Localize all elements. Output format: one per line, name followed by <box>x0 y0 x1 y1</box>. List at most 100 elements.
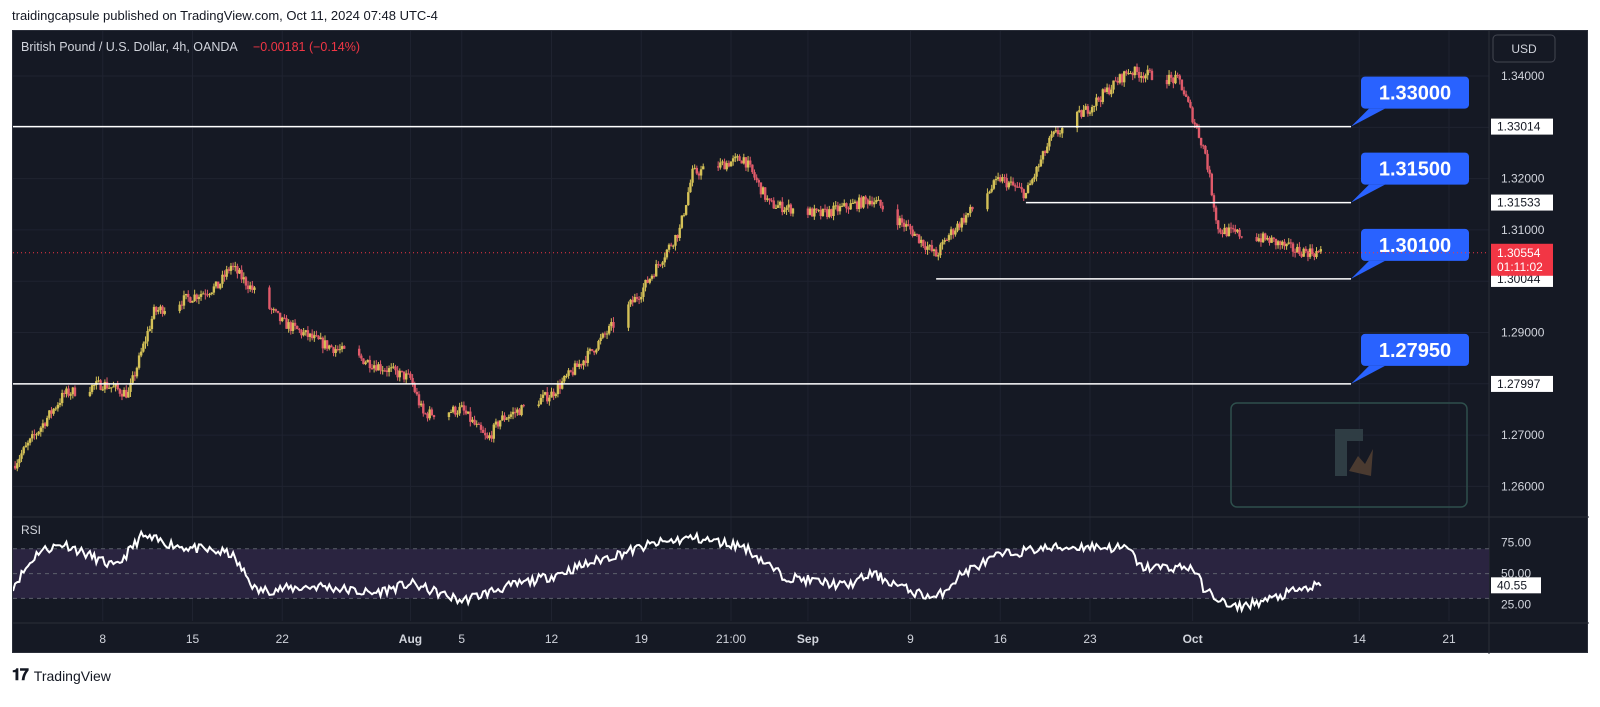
candle-body <box>669 244 673 246</box>
candle-body <box>1135 66 1139 72</box>
time-tick-label: 21:00 <box>716 632 746 646</box>
candle-body <box>407 373 410 375</box>
candle-body <box>1281 241 1284 246</box>
candle-body <box>665 249 669 258</box>
candle-body <box>1026 185 1030 193</box>
candle-body <box>214 281 218 287</box>
candle-body <box>246 285 250 290</box>
candle-body <box>505 418 508 420</box>
candle-body <box>1131 73 1134 76</box>
candle-body <box>332 347 335 354</box>
candle-body <box>392 366 395 368</box>
candle-body <box>930 245 934 252</box>
candle-body <box>1311 248 1314 255</box>
level-callout[interactable] <box>1361 333 1469 366</box>
candle-body <box>1028 183 1032 186</box>
candle-body <box>148 329 151 331</box>
candle-body <box>1259 238 1263 243</box>
candle-body <box>58 403 62 405</box>
candle-body <box>1033 176 1036 180</box>
candle-body <box>69 394 72 396</box>
candle-body <box>560 381 564 389</box>
candle-body <box>144 341 147 344</box>
candle-body <box>924 246 927 250</box>
candle-body <box>588 349 592 351</box>
candle-body <box>142 343 145 352</box>
candle-body <box>834 205 837 207</box>
candle-body <box>1210 173 1214 196</box>
candle-body <box>996 177 1000 180</box>
candle-body <box>1112 80 1115 90</box>
candle-body <box>20 453 23 459</box>
candle-body <box>725 163 728 170</box>
candle-body <box>1018 186 1021 188</box>
candle-body <box>219 283 222 289</box>
candle-body <box>1257 238 1261 242</box>
currency-button[interactable] <box>1492 34 1556 63</box>
candle-body <box>1142 75 1145 79</box>
candle-body <box>851 202 855 204</box>
candle-body <box>1293 251 1297 253</box>
candle-body <box>63 392 66 394</box>
candle-body <box>65 388 68 394</box>
candle-body <box>941 241 944 245</box>
candle-body <box>464 410 468 414</box>
chart-canvas[interactable]: British Pound / U.S. Dollar, 4h, OANDA −0… <box>13 31 1589 654</box>
candle-body <box>509 414 513 417</box>
candle-body <box>426 413 429 419</box>
candle-body <box>552 391 555 397</box>
candle-body <box>417 394 421 406</box>
candle-body <box>50 410 53 414</box>
chart-frame[interactable]: British Pound / U.S. Dollar, 4h, OANDA −0… <box>12 30 1589 654</box>
candle-body <box>853 201 857 203</box>
candle-body <box>719 162 722 168</box>
candle-body <box>825 209 829 217</box>
level-callout[interactable] <box>1361 152 1469 185</box>
candle-body <box>672 245 675 247</box>
candle-body <box>1223 227 1226 235</box>
candle-body <box>1095 97 1098 106</box>
candle-body <box>400 370 404 372</box>
candle-body <box>154 306 158 312</box>
candle-body <box>1285 243 1288 247</box>
candle-body <box>225 269 228 277</box>
candle-body <box>270 308 273 310</box>
candle-body <box>221 274 224 284</box>
candle-body <box>811 208 814 217</box>
level-callout[interactable] <box>1361 76 1469 109</box>
callout-pointer <box>1351 260 1385 279</box>
candle-body <box>640 296 643 300</box>
candle-body <box>776 205 780 208</box>
candle-body <box>197 296 201 300</box>
candle-body <box>868 200 872 205</box>
candle-body <box>118 389 122 394</box>
candle-body <box>338 349 342 351</box>
candle-body <box>693 167 696 169</box>
candle-body <box>511 411 515 415</box>
currency-button-label[interactable]: USD <box>1511 42 1537 56</box>
candle-body <box>152 306 156 319</box>
candle-body <box>157 310 160 312</box>
candle-body <box>629 299 632 305</box>
candle-body <box>1110 89 1113 95</box>
candle-body <box>1199 137 1203 146</box>
rsi-tick-label: 25.00 <box>1501 598 1531 612</box>
candle-body <box>958 223 961 228</box>
candle-body <box>1137 71 1141 78</box>
candle-body <box>366 359 369 363</box>
candle-body <box>1227 227 1231 237</box>
level-callout-label: 1.33000 <box>1379 83 1451 105</box>
candle-body <box>563 375 566 382</box>
candle-body <box>1221 232 1224 235</box>
candle-body <box>1182 90 1186 95</box>
candle-body <box>960 218 963 228</box>
candle-body <box>191 301 194 303</box>
publish-info: traidingcapsule published on TradingView… <box>12 8 438 23</box>
candle-body <box>1084 106 1087 110</box>
candle-body <box>368 359 372 369</box>
candle-body <box>216 281 220 289</box>
candle-body <box>1105 87 1109 92</box>
candle-body <box>95 381 98 386</box>
candle-body <box>1118 74 1122 83</box>
candle-body <box>321 337 325 349</box>
